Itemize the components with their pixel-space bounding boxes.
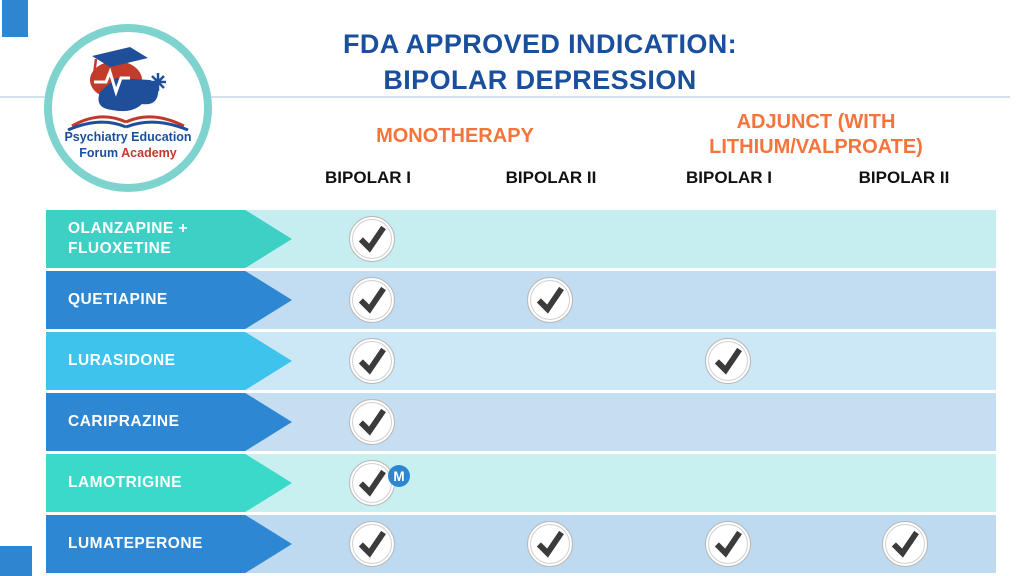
checkmark-icon: [349, 338, 395, 384]
checkmark-icon: [349, 216, 395, 262]
title-line1: FDA APPROVED INDICATION:: [342, 29, 738, 59]
checkmark-icon: [349, 460, 395, 506]
drug-label-arrow: QUETIAPINE: [46, 271, 292, 329]
column-header-adj-bipolar1: BIPOLAR I: [686, 168, 772, 187]
drug-label-arrow: LAMOTRIGINE: [46, 454, 292, 512]
header-divider: [0, 96, 1010, 98]
check-cell: M: [349, 460, 410, 506]
column-header-mono-bipolar2: BIPOLAR II: [505, 168, 597, 187]
drug-name: LAMOTRIGINE: [68, 473, 182, 491]
checkmark-icon: [882, 521, 928, 567]
column-header-adj-bipolar2: BIPOLAR II: [858, 168, 950, 187]
table-row: OLANZAPINE + FLUOXETINE: [46, 210, 996, 268]
drug-name: QUETIAPINE: [68, 290, 168, 308]
logo-org-line1: Psychiatry Education: [64, 130, 192, 144]
logo-word-academy: Academy: [121, 145, 177, 160]
table-row: CARIPRAZINE: [46, 393, 996, 451]
checkmark-icon: [349, 521, 395, 567]
column-header-mono-bipolar1: BIPOLAR I: [325, 168, 411, 187]
drug-label-arrow: CARIPRAZINE: [46, 393, 292, 451]
page-title: FDA APPROVED INDICATION: BIPOLAR DEPRESS…: [230, 26, 850, 99]
m-badge: M: [388, 465, 410, 487]
checkmark-icon: [705, 338, 751, 384]
table-row: QUETIAPINE: [46, 271, 996, 329]
drug-label-arrow: LUMATEPERONE: [46, 515, 292, 573]
adjunct-line1: ADJUNCT (WITH: [736, 111, 896, 133]
column-group-adjunct: ADJUNCT (WITH LITHIUM/VALPROATE): [680, 110, 952, 160]
checkmark-icon: [527, 277, 573, 323]
logo-org-line2: Forum Academy: [64, 146, 191, 162]
drug-name: LURASIDONE: [68, 351, 176, 369]
table-row: LURASIDONE: [46, 332, 996, 390]
accent-bar-bottom-left: [0, 546, 32, 576]
check-cell: [527, 521, 573, 567]
checkmark-icon: [705, 521, 751, 567]
check-cell: [349, 521, 395, 567]
logo-word-forum: Forum: [79, 145, 119, 160]
check-cell: [882, 521, 928, 567]
accent-bar-top-left: [2, 0, 28, 37]
check-cell: [349, 338, 395, 384]
drug-label-arrow: OLANZAPINE + FLUOXETINE: [46, 210, 292, 268]
table-row: LUMATEPERONE: [46, 515, 996, 573]
column-group-monotherapy: MONOTHERAPY: [376, 125, 534, 147]
check-cell: [705, 521, 751, 567]
checkmark-icon: [349, 399, 395, 445]
check-cell: [705, 338, 751, 384]
checkmark-icon: [527, 521, 573, 567]
check-cell: [349, 216, 395, 262]
title-line2: BIPOLAR DEPRESSION: [383, 65, 697, 96]
logo: Psychiatry Education Forum Academy: [44, 24, 212, 192]
table-row: LAMOTRIGINE M: [46, 454, 996, 512]
brain-graduation-logo-icon: [67, 47, 189, 132]
logo-text: Psychiatry Education Forum Academy: [64, 130, 191, 161]
check-cell: [349, 277, 395, 323]
drug-name: LUMATEPERONE: [68, 534, 203, 552]
drug-name: OLANZAPINE + FLUOXETINE: [68, 219, 189, 257]
drug-label-arrow: LURASIDONE: [46, 332, 292, 390]
checkmark-icon: [349, 277, 395, 323]
check-cell: [349, 399, 395, 445]
drug-name: CARIPRAZINE: [68, 412, 180, 430]
check-cell: [527, 277, 573, 323]
adjunct-line2: LITHIUM/VALPROATE): [709, 136, 923, 158]
